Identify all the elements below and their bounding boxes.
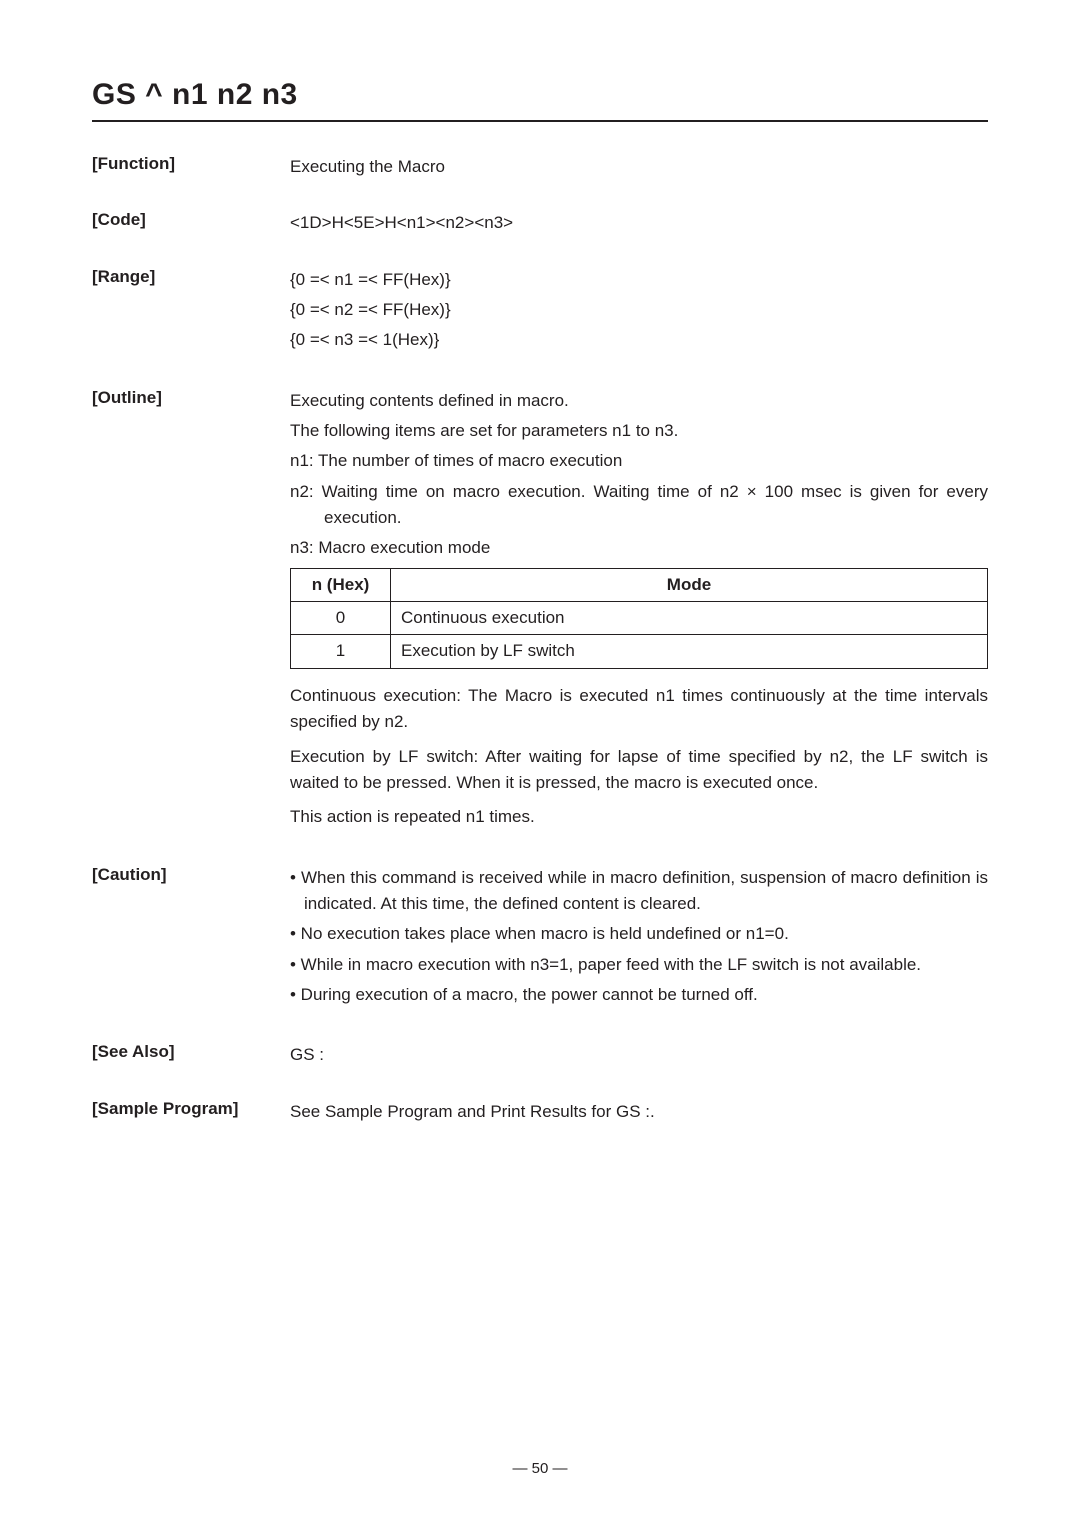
table-cell-n-1: 1 [291, 635, 391, 668]
outline-para-3: This action is repeated n1 times. [290, 804, 988, 830]
page: GS ^ n1 n2 n3 [Function] Executing the M… [0, 0, 1080, 1195]
seealso-row: [See Also] GS : [92, 1042, 988, 1068]
table-header-row: n (Hex) Mode [291, 568, 988, 601]
code-text: <1D>H<5E>H<n1><n2><n3> [290, 210, 988, 236]
page-number: — 50 — [0, 1460, 1080, 1477]
range-line-2: {0 =< n2 =< FF(Hex)} [290, 297, 988, 323]
range-row: [Range] {0 =< n1 =< FF(Hex)} {0 =< n2 =<… [92, 267, 988, 358]
outline-line-2: The following items are set for paramete… [290, 418, 988, 444]
function-label: [Function] [92, 154, 290, 180]
table-cell-mode-1: Execution by LF switch [391, 635, 988, 668]
page-title: GS ^ n1 n2 n3 [92, 78, 988, 120]
outline-line-4: n2: Waiting time on macro execution. Wai… [290, 479, 988, 532]
sample-label: [Sample Program] [92, 1099, 290, 1125]
table-cell-n-0: 0 [291, 602, 391, 635]
outline-para-1: Continuous execution: The Macro is execu… [290, 683, 988, 736]
title-rule [92, 120, 988, 122]
caution-bullet-4: • During execution of a macro, the power… [290, 982, 988, 1008]
outline-row: [Outline] Executing contents defined in … [92, 388, 988, 835]
sample-row: [Sample Program] See Sample Program and … [92, 1099, 988, 1125]
outline-para-2: Execution by LF switch: After waiting fo… [290, 744, 988, 797]
table-header-mode: Mode [391, 568, 988, 601]
range-body: {0 =< n1 =< FF(Hex)} {0 =< n2 =< FF(Hex)… [290, 267, 988, 358]
code-row: [Code] <1D>H<5E>H<n1><n2><n3> [92, 210, 988, 236]
outline-line-3: n1: The number of times of macro executi… [290, 448, 988, 474]
caution-bullet-3: • While in macro execution with n3=1, pa… [290, 952, 988, 978]
seealso-label: [See Also] [92, 1042, 290, 1068]
caution-row: [Caution] • When this command is receive… [92, 865, 988, 1013]
caution-bullet-2: • No execution takes place when macro is… [290, 921, 988, 947]
function-row: [Function] Executing the Macro [92, 154, 988, 180]
caution-label: [Caution] [92, 865, 290, 1013]
table-row: 1 Execution by LF switch [291, 635, 988, 668]
caution-body: • When this command is received while in… [290, 865, 988, 1013]
outline-body: Executing contents defined in macro. The… [290, 388, 988, 835]
range-label: [Range] [92, 267, 290, 358]
table-row: 0 Continuous execution [291, 602, 988, 635]
range-line-3: {0 =< n3 =< 1(Hex)} [290, 327, 988, 353]
seealso-text: GS : [290, 1042, 988, 1068]
range-line-1: {0 =< n1 =< FF(Hex)} [290, 267, 988, 293]
caution-bullet-1: • When this command is received while in… [290, 865, 988, 918]
outline-label: [Outline] [92, 388, 290, 835]
code-label: [Code] [92, 210, 290, 236]
outline-line-1: Executing contents defined in macro. [290, 388, 988, 414]
outline-line-5: n3: Macro execution mode [290, 535, 988, 561]
table-header-n: n (Hex) [291, 568, 391, 601]
function-text: Executing the Macro [290, 154, 988, 180]
sample-text: See Sample Program and Print Results for… [290, 1099, 988, 1125]
mode-table: n (Hex) Mode 0 Continuous execution 1 Ex… [290, 568, 988, 669]
table-cell-mode-0: Continuous execution [391, 602, 988, 635]
